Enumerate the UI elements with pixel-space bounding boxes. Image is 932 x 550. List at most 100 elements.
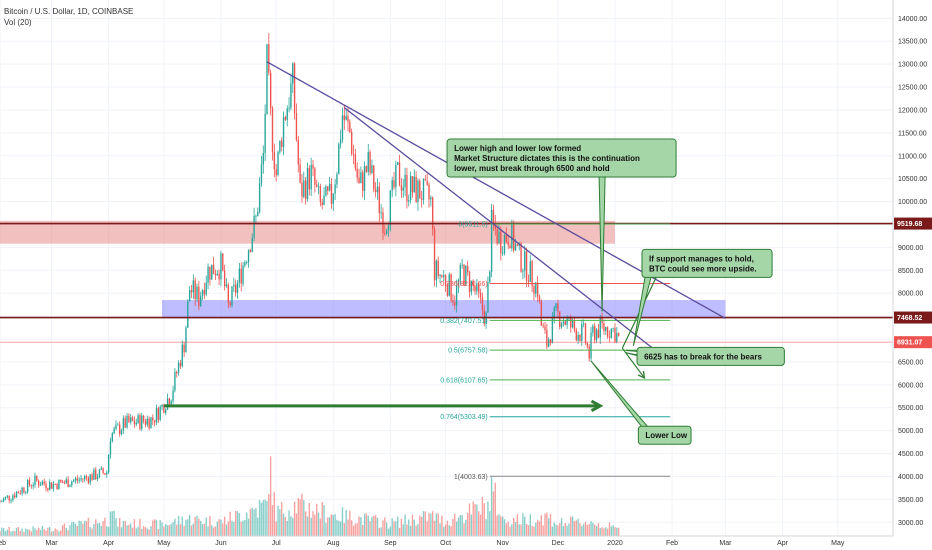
volume-bar xyxy=(616,527,618,536)
volume-bar xyxy=(139,518,141,536)
x-tick-label: Jun xyxy=(215,540,226,547)
candle-body xyxy=(218,273,220,280)
candle-body xyxy=(303,180,305,197)
candle-body xyxy=(566,318,568,325)
volume-bar xyxy=(614,527,616,536)
arrows[interactable] xyxy=(163,262,711,413)
volume-bar xyxy=(592,522,594,536)
volume-bar xyxy=(590,521,592,536)
volume-bar xyxy=(428,513,430,536)
volume-bar xyxy=(408,519,410,536)
volume-bar xyxy=(148,529,150,536)
volume-bar xyxy=(553,522,555,536)
candle-body xyxy=(461,264,463,266)
volume-bar xyxy=(461,515,463,536)
symbol-title[interactable]: Bitcoin / U.S. Dollar, 1D, COINBASE xyxy=(4,7,134,16)
y-tick-label: 6000.00 xyxy=(898,382,923,389)
volume-bar xyxy=(1,527,3,536)
note-support-pointer xyxy=(632,277,652,347)
volume-bar xyxy=(374,515,377,536)
volume-bar xyxy=(297,497,299,536)
candle-body xyxy=(223,270,226,287)
candle-body xyxy=(225,284,228,287)
volume-bar xyxy=(118,518,121,536)
volume-bar xyxy=(336,519,338,536)
candle-body xyxy=(387,225,390,231)
candle-body xyxy=(363,166,366,191)
y-tick-label: 8000.00 xyxy=(898,291,923,298)
fib-0236-label: 0.236(8210.66) xyxy=(440,281,487,288)
volume-bar xyxy=(72,521,75,536)
candle-body xyxy=(52,483,55,489)
candle-body xyxy=(126,415,128,428)
volume-bar xyxy=(432,511,434,536)
axes xyxy=(0,0,894,537)
candle-body xyxy=(4,496,7,499)
candle-body xyxy=(555,303,557,309)
volume-bar xyxy=(540,515,543,536)
candle-body xyxy=(229,302,231,306)
candle-body xyxy=(106,472,108,475)
candle-body xyxy=(579,335,581,341)
volume-bar xyxy=(201,523,204,536)
volume-bar xyxy=(216,521,218,536)
candle-body xyxy=(266,44,268,114)
candle-body xyxy=(214,273,217,276)
candle-body xyxy=(153,420,156,423)
volume-bar xyxy=(133,519,136,536)
volume-bar xyxy=(564,523,566,536)
candle-body xyxy=(360,172,362,184)
y-axis-ticks: 3000.00 3500.00 4000.00 4500.00 5000.00 5500.… xyxy=(898,16,927,527)
candle-body xyxy=(216,273,218,276)
volume-bar xyxy=(39,529,42,536)
candle-body xyxy=(301,182,303,197)
candle-body xyxy=(549,339,552,343)
candle-body xyxy=(367,152,369,172)
volume-bar xyxy=(489,511,491,536)
candle-body xyxy=(380,212,382,214)
volume-bar xyxy=(240,521,242,536)
candle-body xyxy=(49,482,51,490)
volume-bar xyxy=(612,525,614,536)
volume-bar xyxy=(586,524,589,536)
volume-bar xyxy=(389,526,392,536)
candle-body xyxy=(415,176,417,203)
candle-body xyxy=(573,320,576,331)
volume-bar xyxy=(529,514,531,536)
volume-bar xyxy=(43,529,45,536)
volume-bar xyxy=(52,530,55,536)
y-tick-label: 13000.00 xyxy=(898,62,927,69)
volume-bar xyxy=(111,511,114,536)
candle-body xyxy=(498,231,500,244)
volume-bar xyxy=(395,521,397,536)
volume-bar xyxy=(60,530,62,536)
volume-bar xyxy=(76,525,79,536)
volume-indicator-label[interactable]: Vol (20) xyxy=(4,18,32,27)
volume-bar xyxy=(444,524,447,536)
candle-body xyxy=(264,113,266,154)
candle-body xyxy=(111,433,114,442)
candle-body xyxy=(325,186,327,196)
volume-bar xyxy=(168,525,171,536)
volume-bar xyxy=(463,523,465,536)
fib-retracement[interactable]: 0(9511.5) 0.236(8210.66) 0.382(7407.51) 0.5… xyxy=(440,221,671,481)
volume-bar xyxy=(293,501,296,536)
candle-body xyxy=(157,408,160,420)
volume-bar xyxy=(476,504,478,536)
candle-body xyxy=(535,282,537,294)
candle-body xyxy=(391,180,393,191)
candle-body xyxy=(362,172,364,191)
volume-bar xyxy=(50,531,53,536)
volume-bar xyxy=(571,516,574,536)
volume-bar xyxy=(159,519,161,536)
volume-bar xyxy=(527,525,530,536)
candle-body xyxy=(37,480,40,486)
volume-bar xyxy=(485,519,487,536)
candle-body xyxy=(371,165,373,173)
candle-body xyxy=(142,415,145,422)
candle-body xyxy=(257,211,259,216)
volume-bar xyxy=(555,524,557,536)
volume-bar xyxy=(516,514,519,536)
